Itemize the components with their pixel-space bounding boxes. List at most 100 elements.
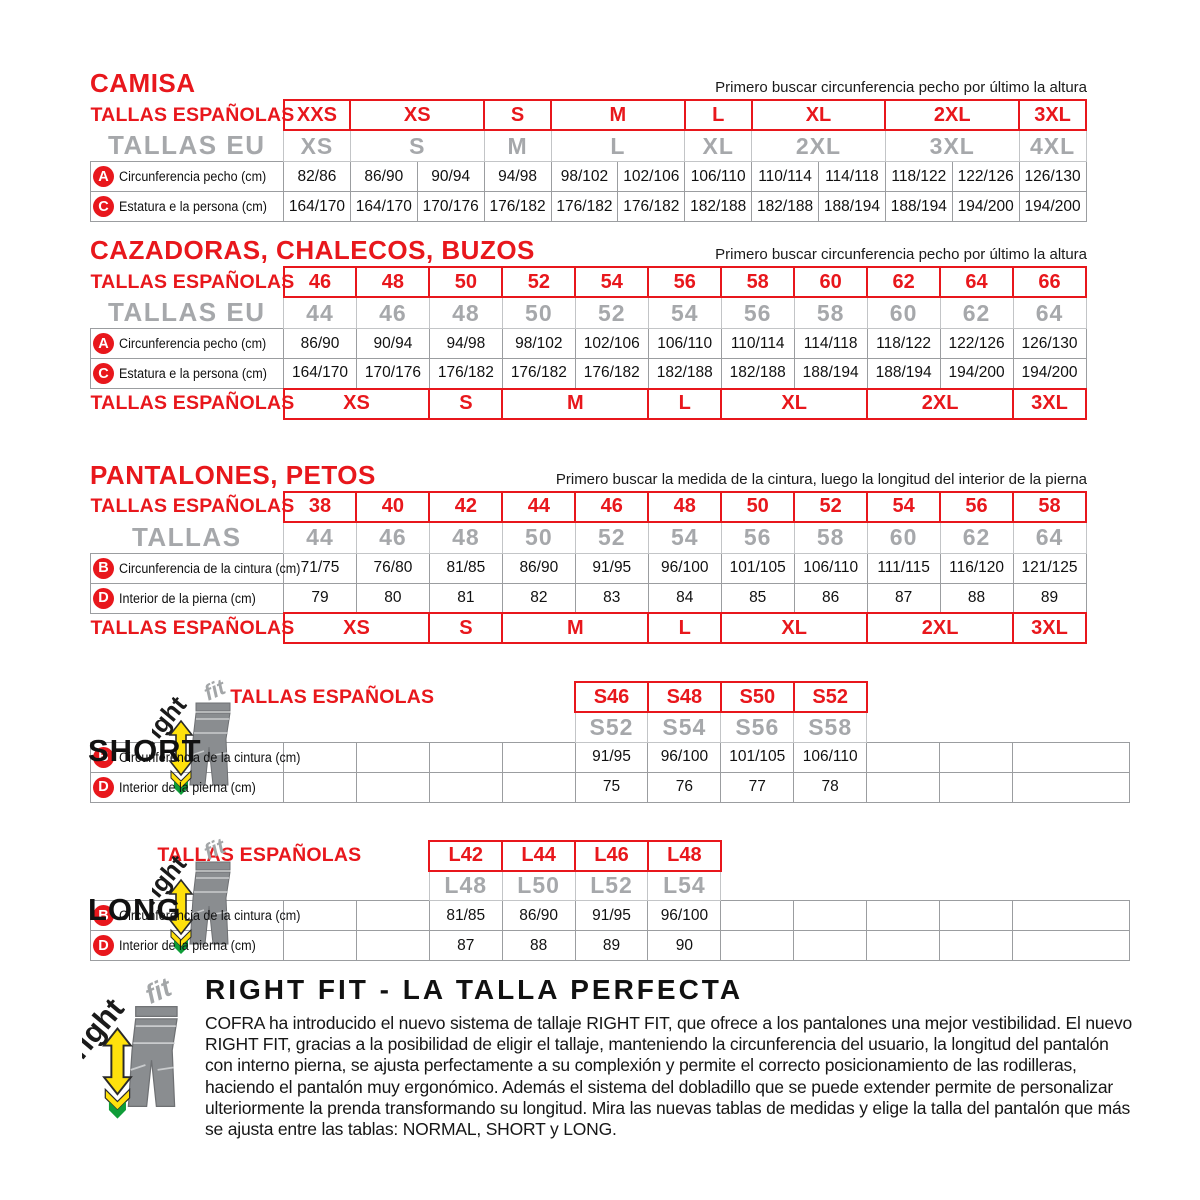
empty-cell xyxy=(866,900,941,931)
empty-cell xyxy=(283,771,357,803)
value-cell: 194/200 xyxy=(1012,358,1087,389)
value-cell: 90 xyxy=(647,930,722,961)
size-cell-spanish: 60 xyxy=(793,266,869,298)
value-cell: 86 xyxy=(793,582,868,614)
size-cell-spanish: L42 xyxy=(428,839,504,872)
measure-label: A Circunferencia pecho (cm) xyxy=(90,161,284,192)
value-cell: 110/114 xyxy=(751,161,819,192)
size-cell-spanish: M xyxy=(501,612,650,644)
measure-label-text: Interior de la pierna (cm) xyxy=(119,590,256,606)
empty-cell xyxy=(1011,771,1131,803)
section-pantalones: PANTALONES, PETOS Primero buscar la medi… xyxy=(0,462,1200,644)
value-cell: 71/75 xyxy=(283,552,357,584)
size-cell-spanish: S52 xyxy=(792,681,868,713)
size-cell-spanish: S xyxy=(428,612,504,644)
cazadoras-note: Primero buscar circunferencia pecho por … xyxy=(715,246,1087,263)
size-cell-eu: 62 xyxy=(939,296,1014,329)
size-cell-spanish: M xyxy=(501,387,650,420)
value-cell: 91/95 xyxy=(574,552,649,584)
value-cell: 98/102 xyxy=(550,161,619,192)
eu-sizes-label: TALLAS EU xyxy=(108,130,266,160)
size-cell-spanish: 2XL xyxy=(866,387,1015,420)
section-short: SHORT TALLAS ESPAÑOLAS S46 S48 S50 S52 S52 S54… xyxy=(0,681,1200,803)
value-cell: 78 xyxy=(793,771,868,803)
value-cell: 77 xyxy=(720,771,795,803)
letter-badge-b: B xyxy=(93,905,114,926)
size-cell-spanish: 50 xyxy=(720,490,796,523)
value-cell: 89 xyxy=(1012,582,1087,614)
pantalones-title: PANTALONES, PETOS xyxy=(90,459,376,490)
size-cell-eu: 60 xyxy=(866,521,941,554)
cazadoras-header: CAZADORAS, CHALECOS, BUZOS Primero busca… xyxy=(90,237,1087,263)
empty-cell xyxy=(428,771,503,803)
size-cell-spanish: L xyxy=(683,99,753,131)
spanish-sizes-label: TALLAS ESPAÑOLAS xyxy=(90,270,295,293)
value-cell: 111/115 xyxy=(866,552,941,584)
short-table: TALLAS ESPAÑOLAS S46 S48 S50 S52 S52 S54 S56 S58… xyxy=(90,681,1131,803)
size-cell-spanish: 3XL xyxy=(1018,99,1087,131)
empty-cell xyxy=(866,771,941,803)
size-cell-eu: S58 xyxy=(793,711,868,743)
value-cell: 188/194 xyxy=(866,358,941,389)
size-cell-spanish: XS xyxy=(282,387,431,420)
value-cell: 88 xyxy=(939,582,1014,614)
empty-cell xyxy=(355,741,430,773)
value-cell: 81 xyxy=(428,582,503,614)
measure-label-text: Interior de la pierna (cm) xyxy=(119,779,256,795)
value-cell: 170/176 xyxy=(416,191,485,222)
spanish-sizes-label: TALLAS ESPAÑOLAS xyxy=(90,616,295,639)
value-cell: 194/200 xyxy=(951,191,1020,222)
value-cell: 83 xyxy=(574,582,649,614)
size-cell-eu: XS xyxy=(283,129,351,162)
size-cell-eu: S54 xyxy=(647,711,722,743)
size-cell-spanish: S48 xyxy=(646,681,722,713)
section-camisa: CAMISA Primero buscar circunferencia pec… xyxy=(0,0,1200,222)
value-cell: 164/170 xyxy=(349,191,418,222)
value-cell: 176/182 xyxy=(501,358,576,389)
value-cell: 106/110 xyxy=(684,161,753,192)
value-cell: 122/126 xyxy=(951,161,1020,192)
eu-sizes-label: TALLAS EU xyxy=(108,297,266,327)
size-cell-spanish: 38 xyxy=(282,490,358,523)
size-cell-spanish: XL xyxy=(720,612,869,644)
blank-cell xyxy=(867,682,1130,712)
measure-label: D Interior de la pierna (cm) xyxy=(90,582,284,614)
size-cell-eu: 50 xyxy=(501,521,576,554)
value-cell: 118/122 xyxy=(884,161,953,192)
value-cell: 98/102 xyxy=(501,328,576,359)
value-cell: 114/118 xyxy=(793,328,868,359)
size-cell-eu: 62 xyxy=(939,521,1014,554)
measure-label-text: Interior de la pierna (cm) xyxy=(119,938,256,953)
value-cell: 176/182 xyxy=(550,191,619,222)
value-cell: 194/200 xyxy=(939,358,1014,389)
value-cell: 188/194 xyxy=(818,191,886,222)
size-cell-spanish: 3XL xyxy=(1012,387,1087,420)
value-cell: 126/130 xyxy=(1018,161,1087,192)
letter-badge-b: B xyxy=(93,557,114,579)
empty-cell xyxy=(1011,741,1131,773)
value-cell: 176/182 xyxy=(483,191,552,222)
size-cell-eu: 58 xyxy=(793,296,868,329)
size-cell-eu: 46 xyxy=(355,296,430,329)
size-cell-spanish: 52 xyxy=(501,266,577,298)
empty-cell xyxy=(501,771,576,803)
value-cell: 164/170 xyxy=(283,358,357,389)
spanish-sizes-label: TALLAS ESPAÑOLAS xyxy=(157,844,362,866)
size-cell-spanish: M xyxy=(550,99,686,131)
size-cell-eu: 48 xyxy=(428,521,503,554)
size-cell-spanish: 2XL xyxy=(866,612,1015,644)
pantalones-header: PANTALONES, PETOS Primero buscar la medi… xyxy=(90,462,1087,488)
value-cell: 80 xyxy=(355,582,430,614)
size-cell-spanish: XXS xyxy=(282,99,352,131)
value-cell: 96/100 xyxy=(647,900,722,931)
empty-cell xyxy=(355,930,430,961)
size-cell-spanish: 40 xyxy=(355,490,431,523)
size-cell-spanish: S xyxy=(483,99,552,131)
empty-cell xyxy=(283,900,357,931)
letter-badge-d: D xyxy=(93,587,114,609)
size-cell-spanish: 56 xyxy=(939,490,1015,523)
long-table: TALLAS ESPAÑOLAS L42 L44 L46 L48 L48 L50 L52 L54… xyxy=(90,839,1131,961)
measure-label: C Estatura e la persona (cm) xyxy=(90,191,284,222)
spanish-sizes-label: TALLAS ESPAÑOLAS xyxy=(230,685,435,708)
